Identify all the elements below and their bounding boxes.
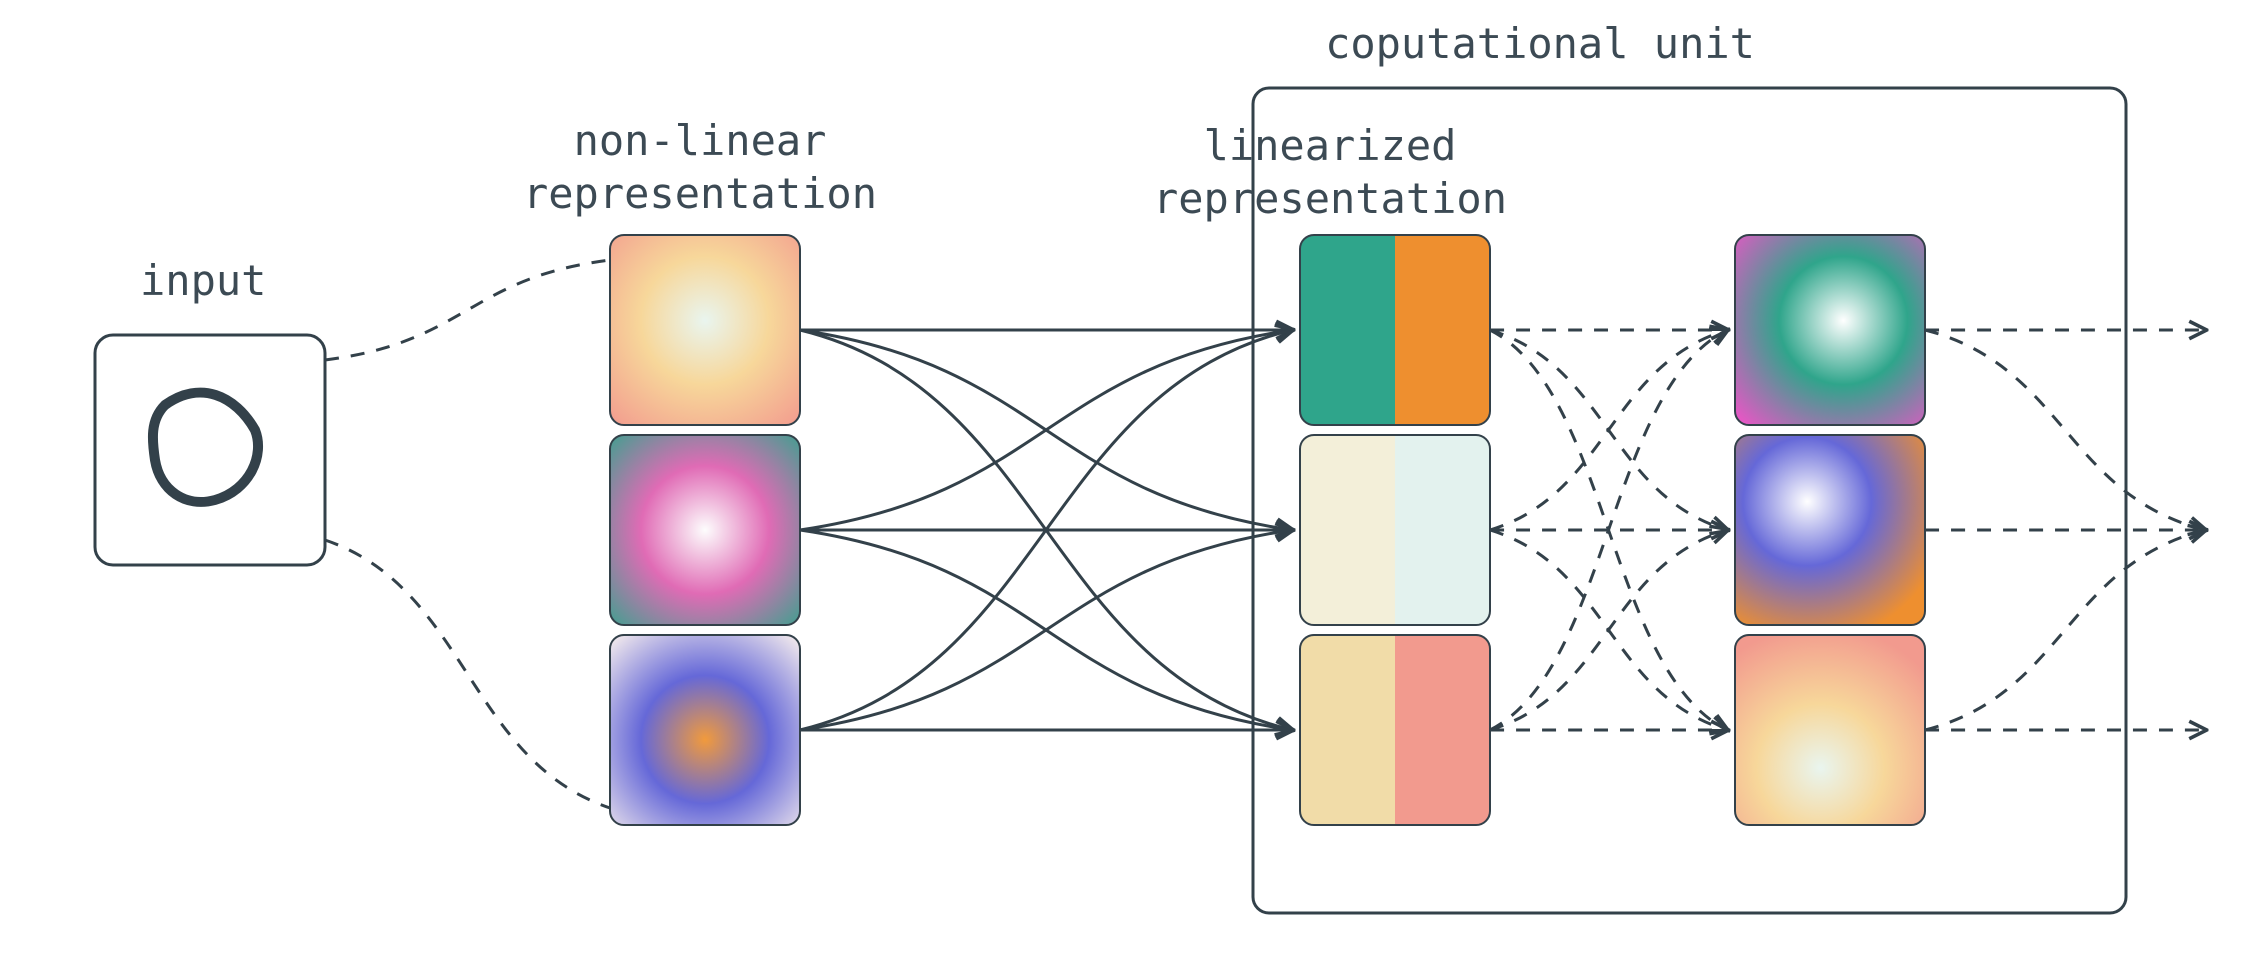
edge bbox=[1925, 330, 2205, 530]
input-box bbox=[95, 335, 325, 565]
edge bbox=[325, 540, 610, 808]
input-label: input bbox=[140, 256, 266, 305]
edge bbox=[325, 260, 610, 360]
linearized_l2-label: representation bbox=[1153, 174, 1507, 223]
nonlinear_l2-label: representation bbox=[523, 169, 877, 218]
output-tile-2 bbox=[1735, 635, 1925, 825]
nonlinear-tile-0 bbox=[610, 235, 800, 425]
nonlinear-tile-1 bbox=[610, 435, 800, 625]
linearized_l1-label: linearized bbox=[1204, 121, 1457, 170]
output-tile-1 bbox=[1735, 435, 1925, 625]
linear-tile-1 bbox=[1300, 435, 1490, 625]
linear-tile-2 bbox=[1300, 635, 1490, 825]
edge bbox=[1490, 530, 1727, 730]
edge bbox=[1925, 530, 2205, 730]
edge bbox=[800, 330, 1292, 530]
output-tile-0 bbox=[1735, 235, 1925, 425]
computational_unit-label: coputational unit bbox=[1325, 19, 1755, 68]
edge bbox=[1490, 330, 1727, 530]
nonlinear-tile-2 bbox=[610, 635, 800, 825]
nonlinear_l1-label: non-linear bbox=[574, 116, 827, 165]
linear-tile-0 bbox=[1300, 235, 1490, 425]
edge bbox=[800, 530, 1292, 730]
